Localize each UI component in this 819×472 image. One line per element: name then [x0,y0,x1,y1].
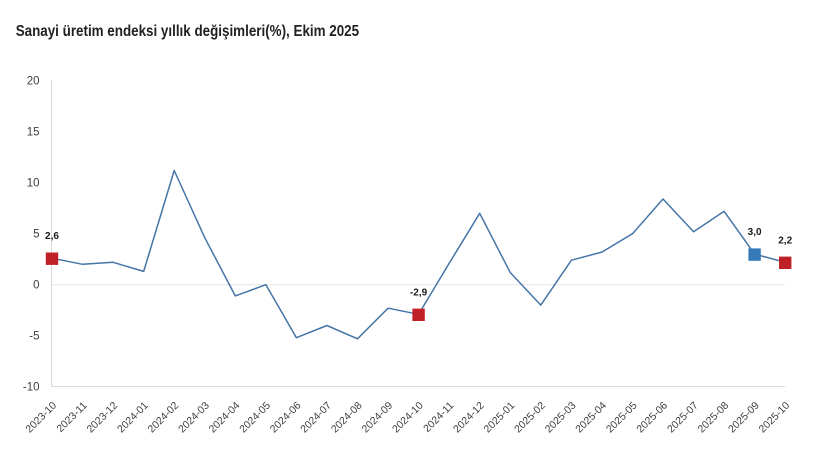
svg-text:-10: -10 [23,382,40,394]
svg-text:Sanayi üretim endeksi yıllık d: Sanayi üretim endeksi yıllık değişimleri… [16,23,359,40]
svg-text:2,6: 2,6 [45,231,59,242]
svg-text:-5: -5 [29,331,39,343]
svg-text:2,2: 2,2 [778,235,792,246]
svg-text:15: 15 [27,127,40,139]
svg-text:0: 0 [33,280,39,292]
svg-text:-2,9: -2,9 [410,287,428,298]
svg-text:10: 10 [27,178,40,190]
svg-text:3,0: 3,0 [748,227,762,238]
svg-text:5: 5 [33,229,39,241]
svg-text:20: 20 [27,76,40,88]
